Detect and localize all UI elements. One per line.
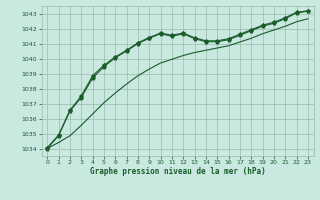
X-axis label: Graphe pression niveau de la mer (hPa): Graphe pression niveau de la mer (hPa) xyxy=(90,167,266,176)
